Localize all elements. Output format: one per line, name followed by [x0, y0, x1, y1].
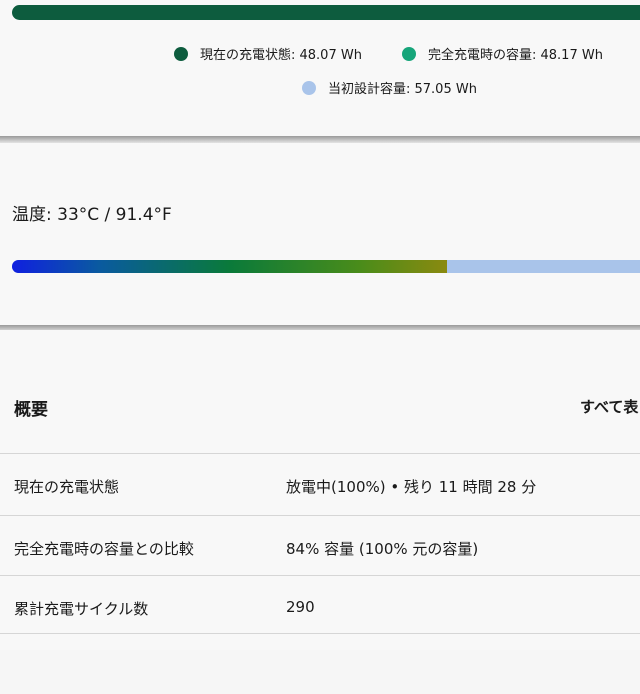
legend-full-charge: 完全充電時の容量: 48.17 Wh: [402, 44, 603, 63]
dark-green-dot-icon: [174, 46, 188, 61]
row-value: 290: [286, 598, 315, 616]
legend-label: 完全充電時の容量: 48.17 Wh: [428, 48, 603, 63]
row-value: 84% 容量 (100% 元の容量): [286, 540, 479, 558]
overview-card: [0, 330, 640, 650]
legend-current-charge: 現在の充電状態: 48.07 Wh: [174, 44, 362, 63]
overview-title: 概要: [14, 400, 48, 420]
show-all-link[interactable]: すべて表: [580, 398, 639, 416]
temperature-label: 温度: 33°C / 91.4°F: [12, 205, 172, 225]
divider: [0, 325, 640, 332]
temperature-card: [0, 143, 640, 325]
table-row: 現在の充電状態 放電中(100%) • 残り 11 時間 28 分: [0, 453, 640, 514]
temperature-bar-fill: [12, 260, 448, 273]
light-blue-dot-icon: [302, 80, 316, 95]
row-key: 現在の充電状態: [14, 478, 120, 496]
row-key: 完全充電時の容量との比較: [14, 540, 194, 558]
green-dot-icon: [402, 46, 416, 61]
legend-label: 現在の充電状態: 48.07 Wh: [200, 48, 362, 63]
table-row: 完全充電時の容量との比較 84% 容量 (100% 元の容量): [0, 515, 640, 576]
row-value: 放電中(100%) • 残り 11 時間 28 分: [286, 478, 537, 496]
temperature-bar: [12, 260, 640, 273]
capacity-bar: [12, 5, 640, 20]
row-key: 累計充電サイクル数: [14, 600, 149, 618]
legend-label: 当初設計容量: 57.05 Wh: [328, 82, 477, 97]
divider: [0, 136, 640, 143]
legend-design-capacity: 当初設計容量: 57.05 Wh: [302, 78, 477, 97]
capacity-card: 現在の充電状態: 48.07 Wh 完全充電時の容量: 48.17 Wh 当初設…: [0, 0, 640, 136]
table-row-divider: [0, 633, 640, 694]
table-row: 累計充電サイクル数 290: [0, 575, 640, 636]
